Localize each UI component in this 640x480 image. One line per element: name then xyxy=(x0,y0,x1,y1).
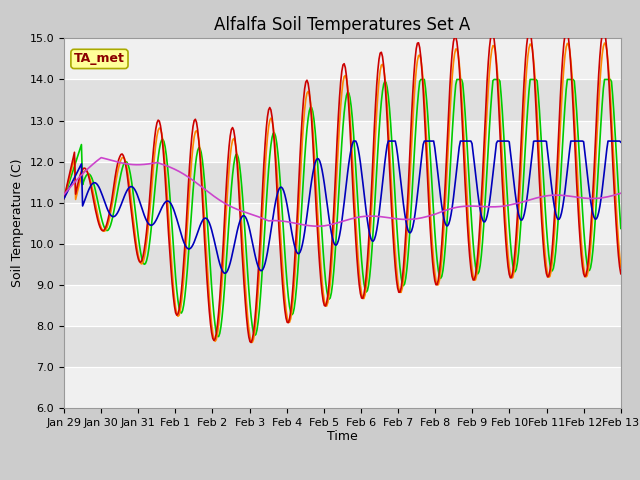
Bar xyxy=(64,38,621,80)
Y-axis label: Soil Temperature (C): Soil Temperature (C) xyxy=(11,159,24,288)
Bar xyxy=(64,80,621,120)
Text: TA_met: TA_met xyxy=(74,52,125,65)
Bar xyxy=(64,203,621,244)
Bar xyxy=(64,285,621,326)
X-axis label: Time: Time xyxy=(327,431,358,444)
Bar xyxy=(64,244,621,285)
Bar xyxy=(64,162,621,203)
Title: Alfalfa Soil Temperatures Set A: Alfalfa Soil Temperatures Set A xyxy=(214,16,470,34)
Bar xyxy=(64,120,621,162)
Bar xyxy=(64,326,621,367)
Bar xyxy=(64,367,621,408)
